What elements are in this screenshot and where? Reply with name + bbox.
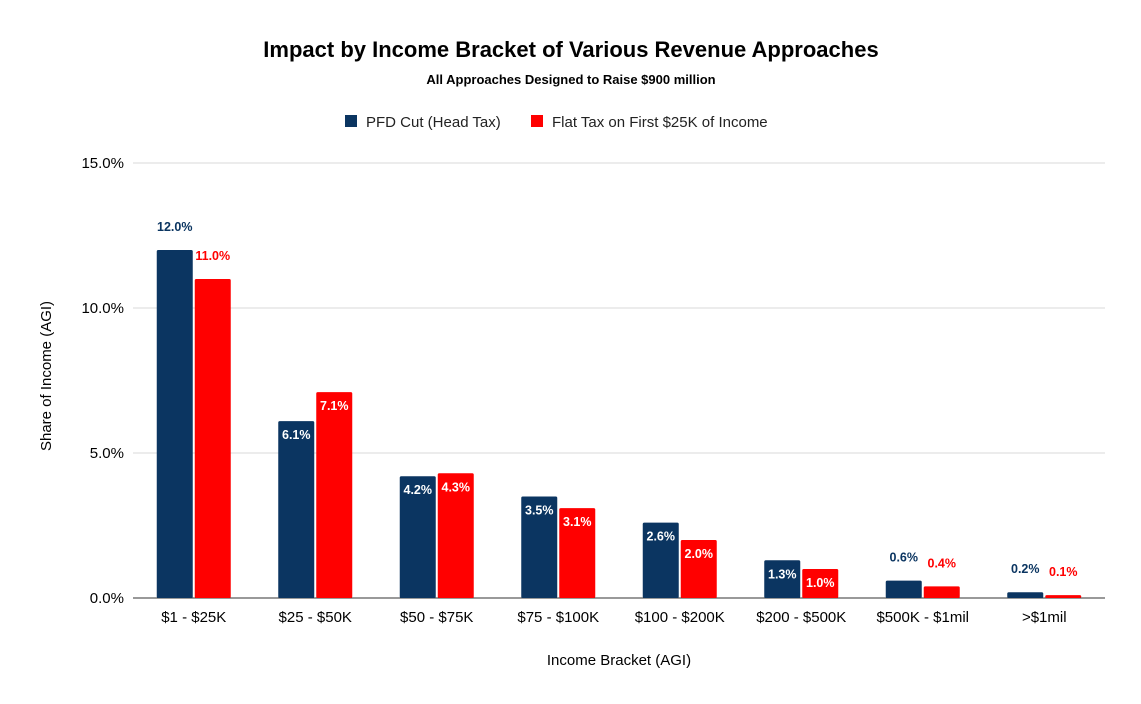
bar: [1045, 595, 1082, 598]
data-label: 0.4%: [928, 556, 957, 570]
legend: PFD Cut (Head Tax) Flat Tax on First $25…: [345, 114, 768, 131]
bar: [559, 508, 596, 598]
x-tick-label: $50 - $75K: [400, 609, 473, 626]
data-label: 2.6%: [647, 530, 676, 544]
y-tick-label: 5.0%: [90, 445, 124, 462]
bar: [399, 476, 436, 598]
data-label: 0.6%: [890, 551, 919, 565]
x-tick-label: $200 - $500K: [756, 609, 846, 626]
x-axis-ticks: $1 - $25K $25 - $50K $50 - $75K $75 - $100K…: [161, 609, 1066, 626]
bar: [437, 473, 474, 598]
bar: [642, 522, 679, 598]
x-axis-title: Income Bracket (AGI): [547, 652, 691, 669]
bar: [1007, 592, 1044, 598]
x-tick-label: $75 - $100K: [517, 609, 599, 626]
legend-label-pfd-cut: PFD Cut (Head Tax): [366, 114, 501, 131]
x-tick-label: >$1mil: [1022, 609, 1067, 626]
bar: [680, 540, 717, 598]
data-label: 0.2%: [1011, 562, 1040, 576]
data-label: 1.3%: [768, 567, 797, 581]
chart-subtitle: All Approaches Designed to Raise $900 mi…: [426, 72, 715, 87]
x-tick-label: $500K - $1mil: [876, 609, 969, 626]
x-tick-label: $1 - $25K: [161, 609, 226, 626]
legend-label-flat-tax: Flat Tax on First $25K of Income: [552, 114, 768, 131]
data-labels: 12.0% 11.0% 6.1% 7.1% 4.2% 4.3% 3.5% 3.1% 2.6% 2.…: [157, 220, 1077, 590]
chart-title: Impact by Income Bracket of Various Reve…: [263, 37, 878, 62]
x-tick-label: $25 - $50K: [279, 609, 352, 626]
data-label: 2.0%: [685, 547, 714, 561]
data-label: 6.1%: [282, 428, 311, 442]
bar: [923, 586, 960, 598]
bars: [156, 250, 1082, 598]
y-axis-title: Share of Income (AGI): [38, 301, 55, 451]
legend-swatch-pfd-cut: [345, 115, 357, 127]
y-tick-label: 10.0%: [81, 300, 124, 317]
y-tick-label: 15.0%: [81, 155, 124, 172]
data-label: 4.3%: [442, 480, 471, 494]
data-label: 7.1%: [320, 399, 349, 413]
bar: [194, 279, 231, 598]
bar: [802, 569, 839, 598]
bar: [156, 250, 193, 598]
y-tick-label: 0.0%: [90, 590, 124, 607]
data-label: 0.1%: [1049, 565, 1078, 579]
data-label: 3.1%: [563, 515, 592, 529]
bar: [316, 392, 353, 598]
x-tick-label: $100 - $200K: [635, 609, 725, 626]
bar: [764, 560, 801, 598]
y-axis-ticks: 0.0% 5.0% 10.0% 15.0%: [81, 155, 124, 607]
data-label: 11.0%: [195, 249, 230, 263]
data-label: 3.5%: [525, 504, 554, 518]
legend-swatch-flat-tax: [531, 115, 543, 127]
data-label: 1.0%: [806, 576, 835, 590]
data-label: 4.2%: [404, 483, 433, 497]
bar: [521, 496, 558, 598]
bar: [278, 421, 315, 598]
bar: [885, 580, 922, 598]
data-label: 12.0%: [157, 220, 192, 234]
